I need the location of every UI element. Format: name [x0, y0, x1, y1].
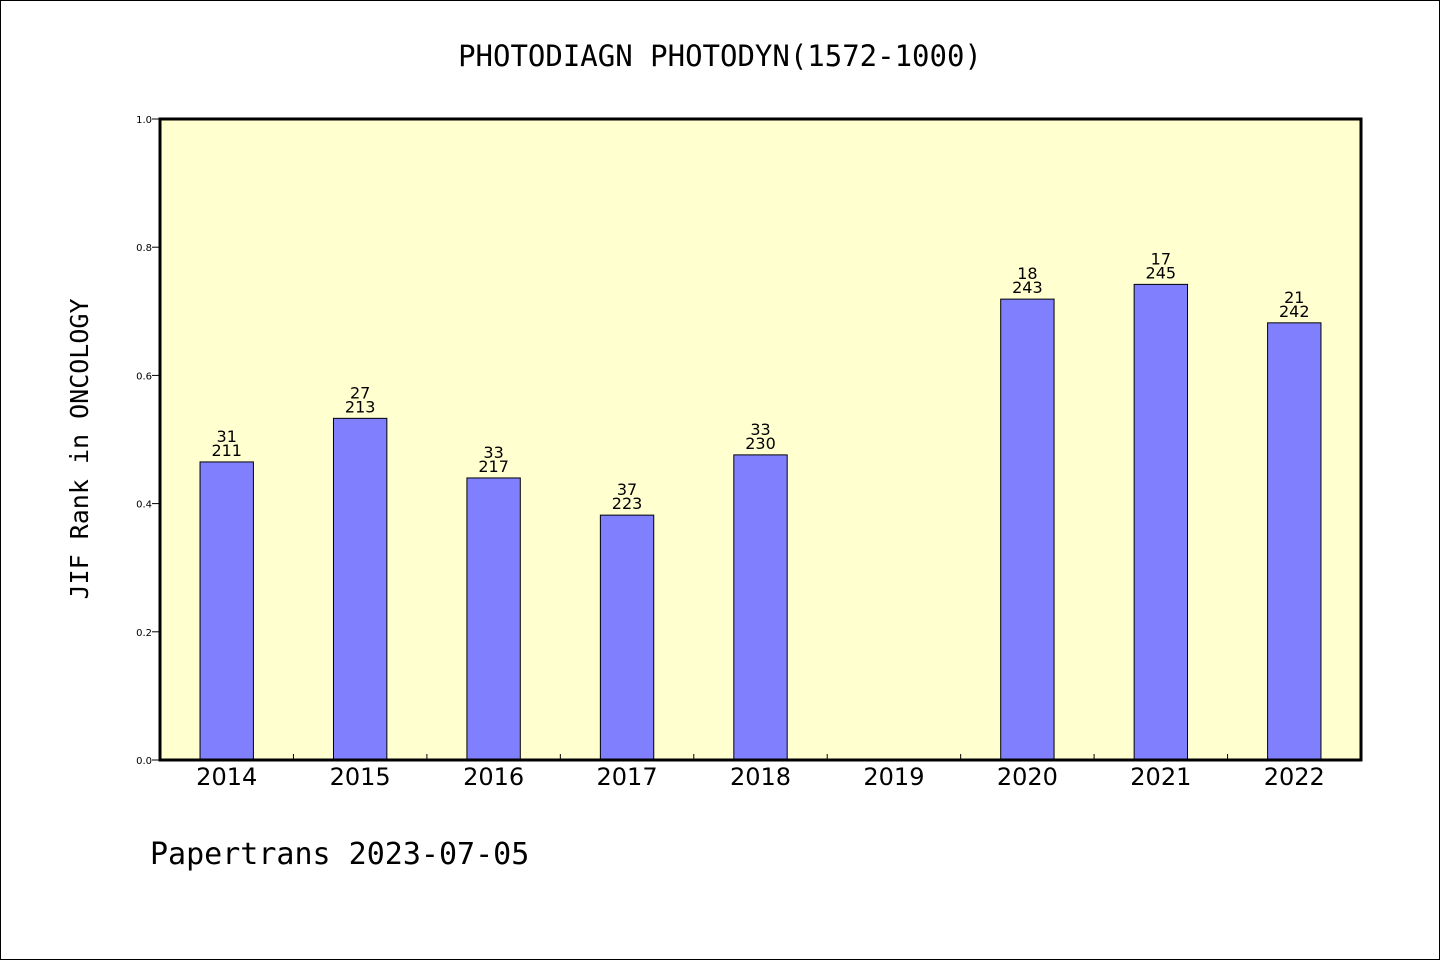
x-tick-label: 2020 — [997, 763, 1058, 791]
footer-text: Papertrans 2023-07-05 — [150, 837, 529, 872]
bar-2016 — [466, 477, 521, 761]
bar-rank-label: 21 — [1284, 288, 1304, 307]
x-axis: 2014 2015 2016 2017 2018 2019 2020 2021 2022 — [196, 754, 1325, 791]
x-tick-label: 2021 — [1130, 763, 1191, 791]
bar-2018 — [733, 454, 788, 761]
y-tick-label: 0.4 — [136, 500, 152, 511]
bar-rank-label: 33 — [750, 420, 770, 439]
y-axis: 0.0 0.2 0.4 0.6 0.8 1.0 — [136, 115, 160, 767]
x-tick-label: 2018 — [730, 763, 791, 791]
bar-total-label: 223 — [612, 494, 643, 513]
bar-2022 — [1267, 322, 1322, 761]
bar-total-label: 242 — [1279, 302, 1310, 321]
bar-total-label: 230 — [745, 434, 776, 453]
bar-2017 — [599, 514, 655, 761]
bar-2015 — [332, 417, 388, 761]
y-tick-label: 0.0 — [136, 756, 152, 767]
y-tick-label: 1.0 — [136, 115, 152, 126]
bar-rank-label: 27 — [350, 383, 370, 402]
plot-border — [158, 117, 1363, 762]
x-tick-label: 2015 — [330, 763, 391, 791]
bar-rank-label: 31 — [217, 427, 237, 446]
y-tick-label: 0.8 — [136, 243, 152, 254]
y-axis-label: JIF Rank in ONCOLOGY — [65, 298, 94, 599]
y-tick-label: 0.6 — [136, 371, 152, 382]
x-tick-label: 2016 — [463, 763, 524, 791]
bar-total-label: 243 — [1012, 278, 1043, 297]
bar-rank-label: 18 — [1017, 264, 1037, 283]
bar-rank-label: 37 — [617, 480, 637, 499]
x-tick-label: 2017 — [597, 763, 658, 791]
x-tick-label: 2019 — [863, 763, 924, 791]
bar-total-label: 245 — [1146, 263, 1177, 282]
bar-total-label: 211 — [211, 441, 242, 460]
bar-total-label: 217 — [478, 457, 509, 476]
bar-2014 — [199, 461, 254, 761]
bar-total-label: 213 — [345, 397, 376, 416]
bar-2021 — [1133, 283, 1189, 761]
chart-title: PHOTODIAGN PHOTODYN(1572-1000) — [458, 39, 982, 73]
x-tick-label: 2014 — [196, 763, 257, 791]
bar-2020 — [1000, 298, 1055, 761]
x-tick-label: 2022 — [1264, 763, 1325, 791]
bar-series — [199, 283, 1322, 761]
y-tick-label: 0.2 — [136, 628, 152, 639]
bar-rank-label: 33 — [483, 443, 503, 462]
bar-rank-label: 17 — [1151, 249, 1171, 268]
